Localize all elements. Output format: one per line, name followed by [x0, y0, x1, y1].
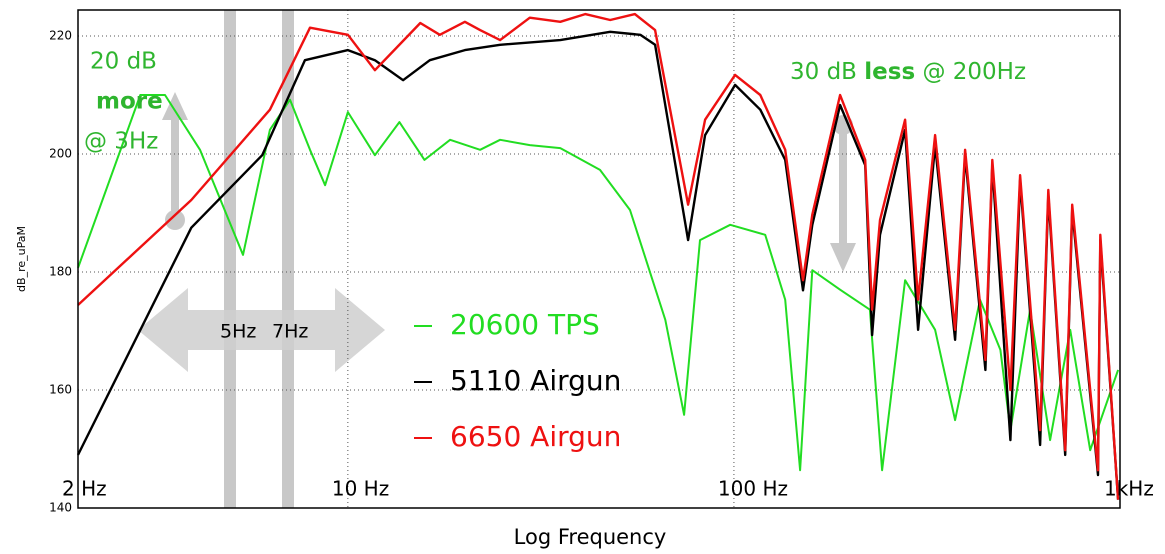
- y-tick-label: 220: [49, 28, 72, 42]
- annotation: @ 200Hz: [922, 59, 1026, 85]
- lines: [76, 12, 1120, 500]
- series-line: [77, 12, 1120, 500]
- marker-5hz: [224, 10, 236, 508]
- series-line: [77, 94, 1120, 472]
- arrow-shaft: [171, 118, 179, 220]
- arrow-head: [162, 92, 188, 120]
- arrow-head: [830, 243, 856, 272]
- y-tick-label: 200: [49, 146, 72, 160]
- annotation: 30 dB less @ 200Hz: [790, 59, 1026, 85]
- annotation: 30 dB: [790, 59, 857, 85]
- annotation: @ 3Hz: [84, 129, 158, 155]
- x-tick-label: 10 Hz: [332, 477, 389, 501]
- plot-frame: [77, 9, 1121, 509]
- annotation: 20 dB: [90, 49, 157, 75]
- marker-7hz: [282, 10, 294, 508]
- legend-label: 5110 Airgun: [450, 364, 621, 397]
- legend-label: 20600 TPS: [450, 308, 600, 341]
- annotation: less: [864, 59, 915, 85]
- x-tick-label: 100 Hz: [718, 477, 788, 501]
- arrow-shaft: [839, 125, 847, 245]
- annotation: more: [96, 89, 163, 115]
- x-tick-label: 1kHz: [1104, 477, 1154, 501]
- double-arrow: [138, 288, 385, 372]
- y-tick-label: 180: [49, 264, 72, 278]
- y-axis-label: dB_re_uPaM: [15, 226, 28, 292]
- decorations: [138, 10, 856, 508]
- y-tick-label: 160: [49, 382, 72, 396]
- x-tick-label: 2 Hz: [62, 477, 107, 501]
- annotation: 7Hz: [272, 321, 308, 343]
- y-tick-label: 140: [49, 501, 72, 515]
- legend-label: 6650 Airgun: [450, 420, 621, 453]
- annotation: 5Hz: [220, 321, 256, 343]
- x-axis-label: Log Frequency: [514, 525, 667, 549]
